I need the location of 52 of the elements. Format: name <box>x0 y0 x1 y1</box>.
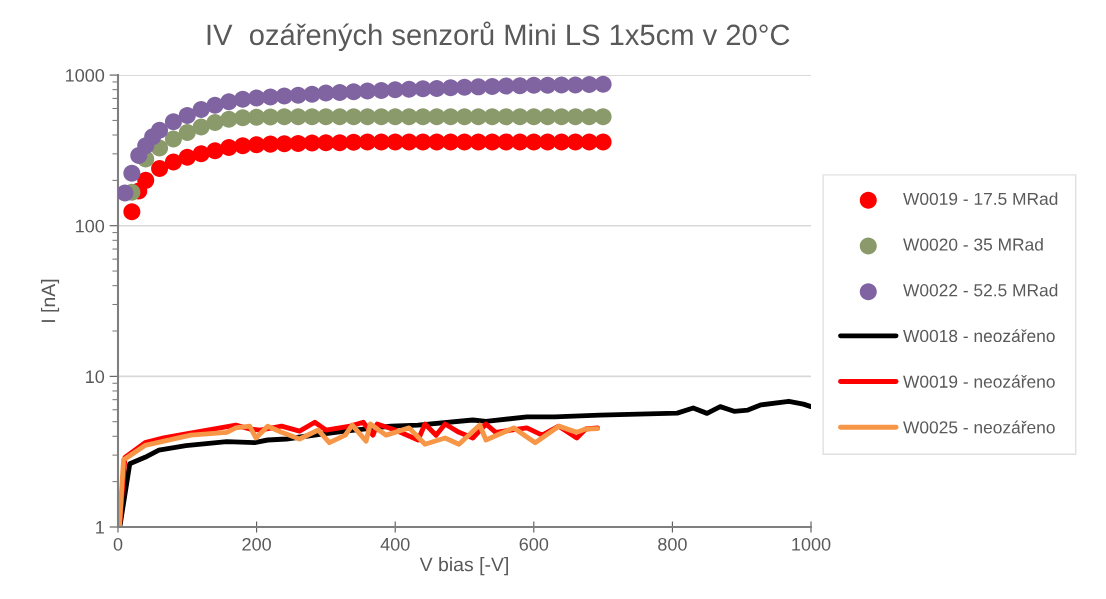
point <box>137 171 155 189</box>
point <box>178 106 196 124</box>
point <box>289 134 307 152</box>
point <box>428 79 446 97</box>
x-tick-label: 1000 <box>792 537 831 551</box>
point <box>372 81 390 99</box>
point <box>594 75 612 93</box>
point <box>331 84 349 102</box>
legend-label: W0025 - neozářeno <box>903 420 1055 434</box>
point <box>192 101 210 119</box>
point <box>164 130 182 148</box>
legend-label: W0019 - 17.5 MRad <box>903 192 1058 206</box>
point <box>164 153 182 171</box>
legend-label: W0019 - neozářeno <box>903 374 1055 388</box>
point <box>164 113 182 131</box>
x-axis-title: V bias [-V] <box>419 557 508 576</box>
point <box>206 96 224 114</box>
point <box>192 118 210 136</box>
x-tick-label: 600 <box>519 537 549 551</box>
point <box>386 81 404 99</box>
point <box>483 77 501 95</box>
legend-label: W0022 - 52.5 MRad <box>903 283 1058 297</box>
legend-label: W0018 - neozářeno <box>903 329 1055 343</box>
point <box>331 134 349 152</box>
point <box>192 145 210 163</box>
point <box>206 114 224 132</box>
x-tick-label: 800 <box>658 537 687 551</box>
point <box>206 142 224 160</box>
point <box>178 148 196 166</box>
x-tick-label: 0 <box>113 537 123 551</box>
point <box>234 90 252 108</box>
point <box>594 133 612 151</box>
y-tick-label: 10 <box>86 370 105 384</box>
point <box>580 76 598 94</box>
point <box>594 108 612 126</box>
point <box>123 203 141 221</box>
point <box>151 121 169 139</box>
point <box>234 137 252 155</box>
point <box>275 135 293 153</box>
point <box>178 123 196 141</box>
point <box>345 83 363 101</box>
y-tick-label: 100 <box>76 219 105 233</box>
chart-title: IV ozářených senzorů Mini LS 1x5cm v 20°C <box>207 21 790 51</box>
y-tick-label: 1000 <box>66 69 105 82</box>
point <box>151 159 169 177</box>
legend-label: W0020 - 35 MRad <box>903 237 1043 251</box>
point <box>118 184 134 202</box>
x-tick-label: 200 <box>242 537 271 551</box>
y-tick-label: 1 <box>96 521 104 534</box>
point <box>123 164 141 182</box>
y-axis-title: I [nA] <box>40 279 60 322</box>
x-tick-label: 400 <box>380 537 410 551</box>
